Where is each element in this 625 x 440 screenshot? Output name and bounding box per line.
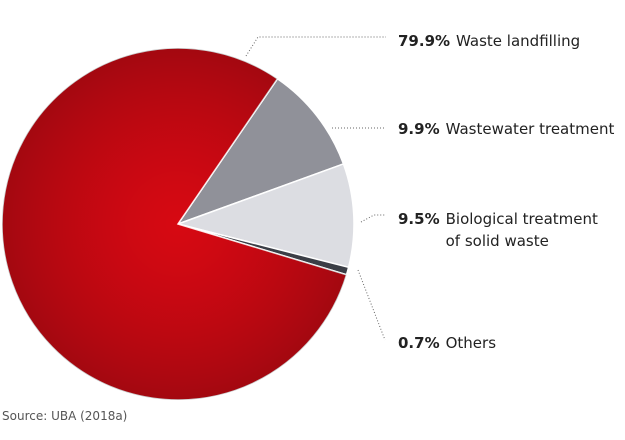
slice-label: 79.9% Waste landfilling: [398, 30, 580, 52]
leader-line: [245, 36, 386, 57]
slice-shading: [2, 47, 347, 401]
pie-slice: [176, 77, 345, 226]
pie-slice: [175, 162, 355, 269]
category-label: Others: [445, 334, 497, 352]
leader-line: [357, 269, 386, 341]
slice-label: 0.7% Others: [398, 332, 496, 354]
leader-line: [360, 214, 386, 223]
category-label: Waste landfilling: [456, 32, 581, 50]
value-label: 9.5%: [398, 210, 440, 228]
value-label: 79.9%: [398, 32, 451, 50]
category-label: Biological treatment of solid waste: [445, 210, 598, 250]
slices: [1, 47, 355, 401]
value-label: 9.9%: [398, 120, 440, 138]
source: Source: UBA (2018a): [2, 409, 128, 423]
slice-label: 9.9% Wastewater treatment: [398, 118, 614, 140]
slice-label: 9.5% Biological treatment of solid waste: [398, 208, 611, 252]
category-label: Wastewater treatment: [445, 120, 615, 138]
value-label: 0.7%: [398, 334, 440, 352]
